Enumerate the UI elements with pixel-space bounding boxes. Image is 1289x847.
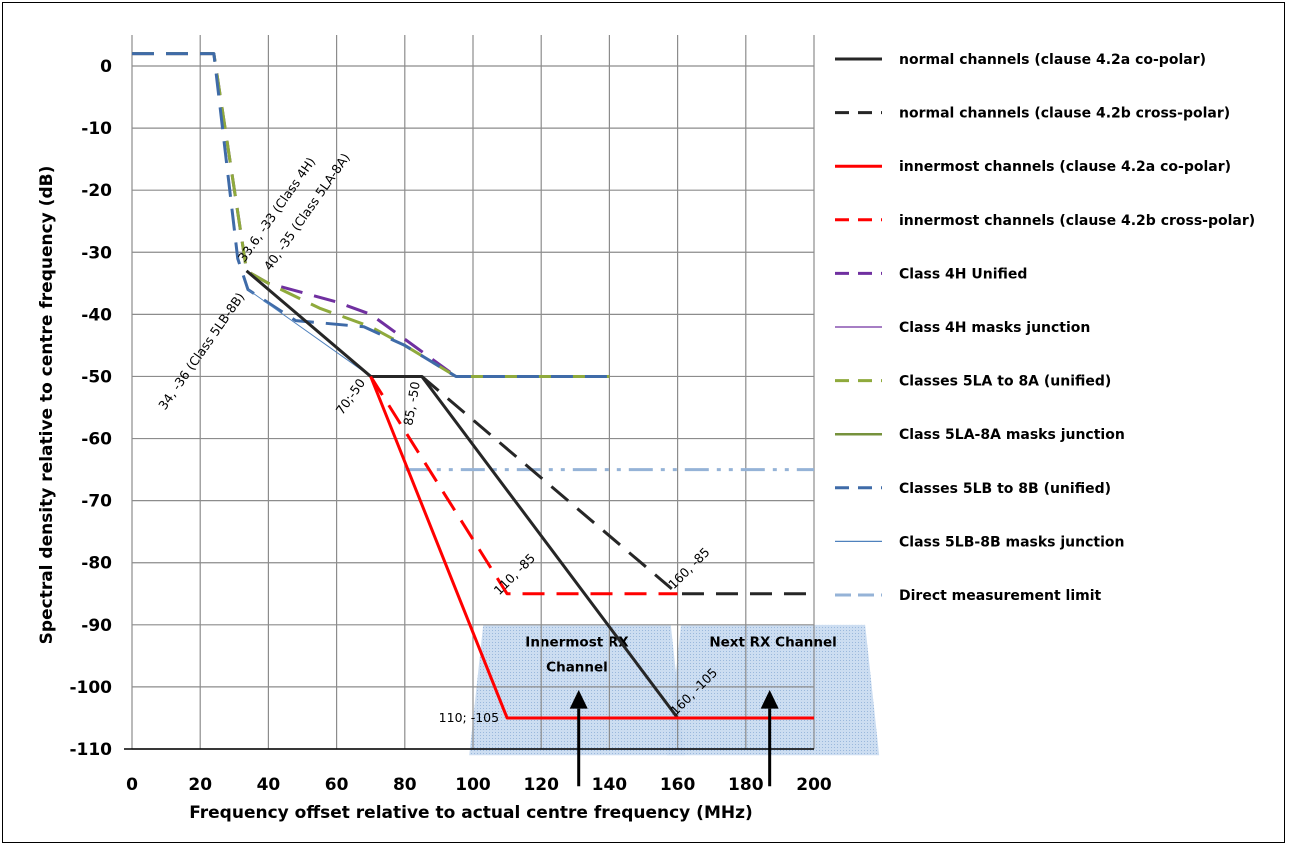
y-tick-label: -110 (69, 740, 112, 760)
x-tick-label: 140 (592, 775, 628, 795)
x-axis-label: Frequency offset relative to actual cent… (189, 803, 753, 823)
channel-arrowhead (569, 690, 588, 709)
channel-label-line2: Channel (546, 659, 608, 675)
point-annotation: 110, -85 (491, 550, 539, 598)
y-tick-label: -40 (81, 305, 112, 325)
x-tick-label: 160 (660, 775, 696, 795)
y-tick-label: -10 (81, 119, 112, 139)
legend-label-direct-measurement-limit: Direct measurement limit (899, 588, 1102, 604)
channel-region-2 (667, 624, 880, 756)
y-tick-label: -80 (81, 554, 112, 574)
x-tick-label: 120 (523, 775, 559, 795)
series-line-class-4h-unified (132, 52, 610, 378)
channel-arrowhead (760, 690, 779, 709)
x-tick-label: 60 (325, 775, 349, 795)
legend-label-classes-5la-to-8a-unified: Classes 5LA to 8A (unified) (899, 374, 1111, 390)
series-line-innermost-channels-clause-4-2a-co-polar (369, 375, 814, 720)
point-annotation: 110; -105 (439, 710, 499, 725)
x-tick-label: 40 (257, 775, 281, 795)
channel-label-line1: Next RX Channel (709, 635, 836, 651)
point-annotation: 85, -50 (400, 380, 422, 426)
y-tick-label: -90 (81, 616, 112, 636)
point-annotation: 160, -85 (665, 544, 713, 592)
legend-label-class-5la-8a-masks-junction: Class 5LA-8A masks junction (899, 427, 1125, 443)
series-line-innermost-channels-clause-4-2b-cross-polar (369, 375, 678, 596)
x-tick-label: 0 (126, 775, 138, 795)
point-annotation: 70;-50 (333, 376, 369, 418)
y-axis-label: Spectral density relative to centre freq… (37, 166, 57, 645)
series-line-normal-channels-clause-4-2b-cross-polar (420, 375, 814, 596)
legend-label-normal-channels-clause-4-2a-co-polar: normal channels (clause 4.2a co-polar) (899, 52, 1206, 68)
y-tick-label: -30 (81, 243, 112, 263)
legend-label-innermost-channels-clause-4-2b-cross-polar: innermost channels (clause 4.2b cross-po… (899, 213, 1255, 229)
y-tick-label: -70 (81, 492, 112, 512)
y-tick-label: -50 (81, 367, 112, 387)
legend-label-classes-5lb-to-8b-unified: Classes 5LB to 8B (unified) (899, 481, 1111, 497)
legend-label-normal-channels-clause-4-2b-cross-polar: normal channels (clause 4.2b cross-polar… (899, 106, 1230, 122)
series-line-classes-5lb-to-8b-unified (132, 52, 610, 378)
x-tick-label: 100 (455, 775, 491, 795)
legend-label-class-4h-masks-junction: Class 4H masks junction (899, 320, 1090, 336)
y-tick-label: 0 (100, 57, 112, 77)
x-tick-label: 20 (188, 775, 212, 795)
channel-label-line1: Innermost RX (525, 635, 629, 651)
point-annotation: 34, -36 (Class 5LB-8B) (155, 290, 247, 413)
y-tick-label: -60 (81, 430, 112, 450)
legend-label-innermost-channels-clause-4-2a-co-polar: innermost channels (clause 4.2a co-polar… (899, 159, 1231, 175)
x-tick-label: 180 (728, 775, 764, 795)
x-tick-label: 200 (796, 775, 832, 795)
legend-label-class-5lb-8b-masks-junction: Class 5LB-8B masks junction (899, 534, 1124, 550)
y-tick-label: -100 (69, 678, 112, 698)
y-tick-label: -20 (81, 181, 112, 201)
legend-label-class-4h-unified: Class 4H Unified (899, 266, 1027, 282)
series-line-classes-5la-to-8a-unified (132, 52, 610, 378)
x-tick-label: 80 (393, 775, 417, 795)
